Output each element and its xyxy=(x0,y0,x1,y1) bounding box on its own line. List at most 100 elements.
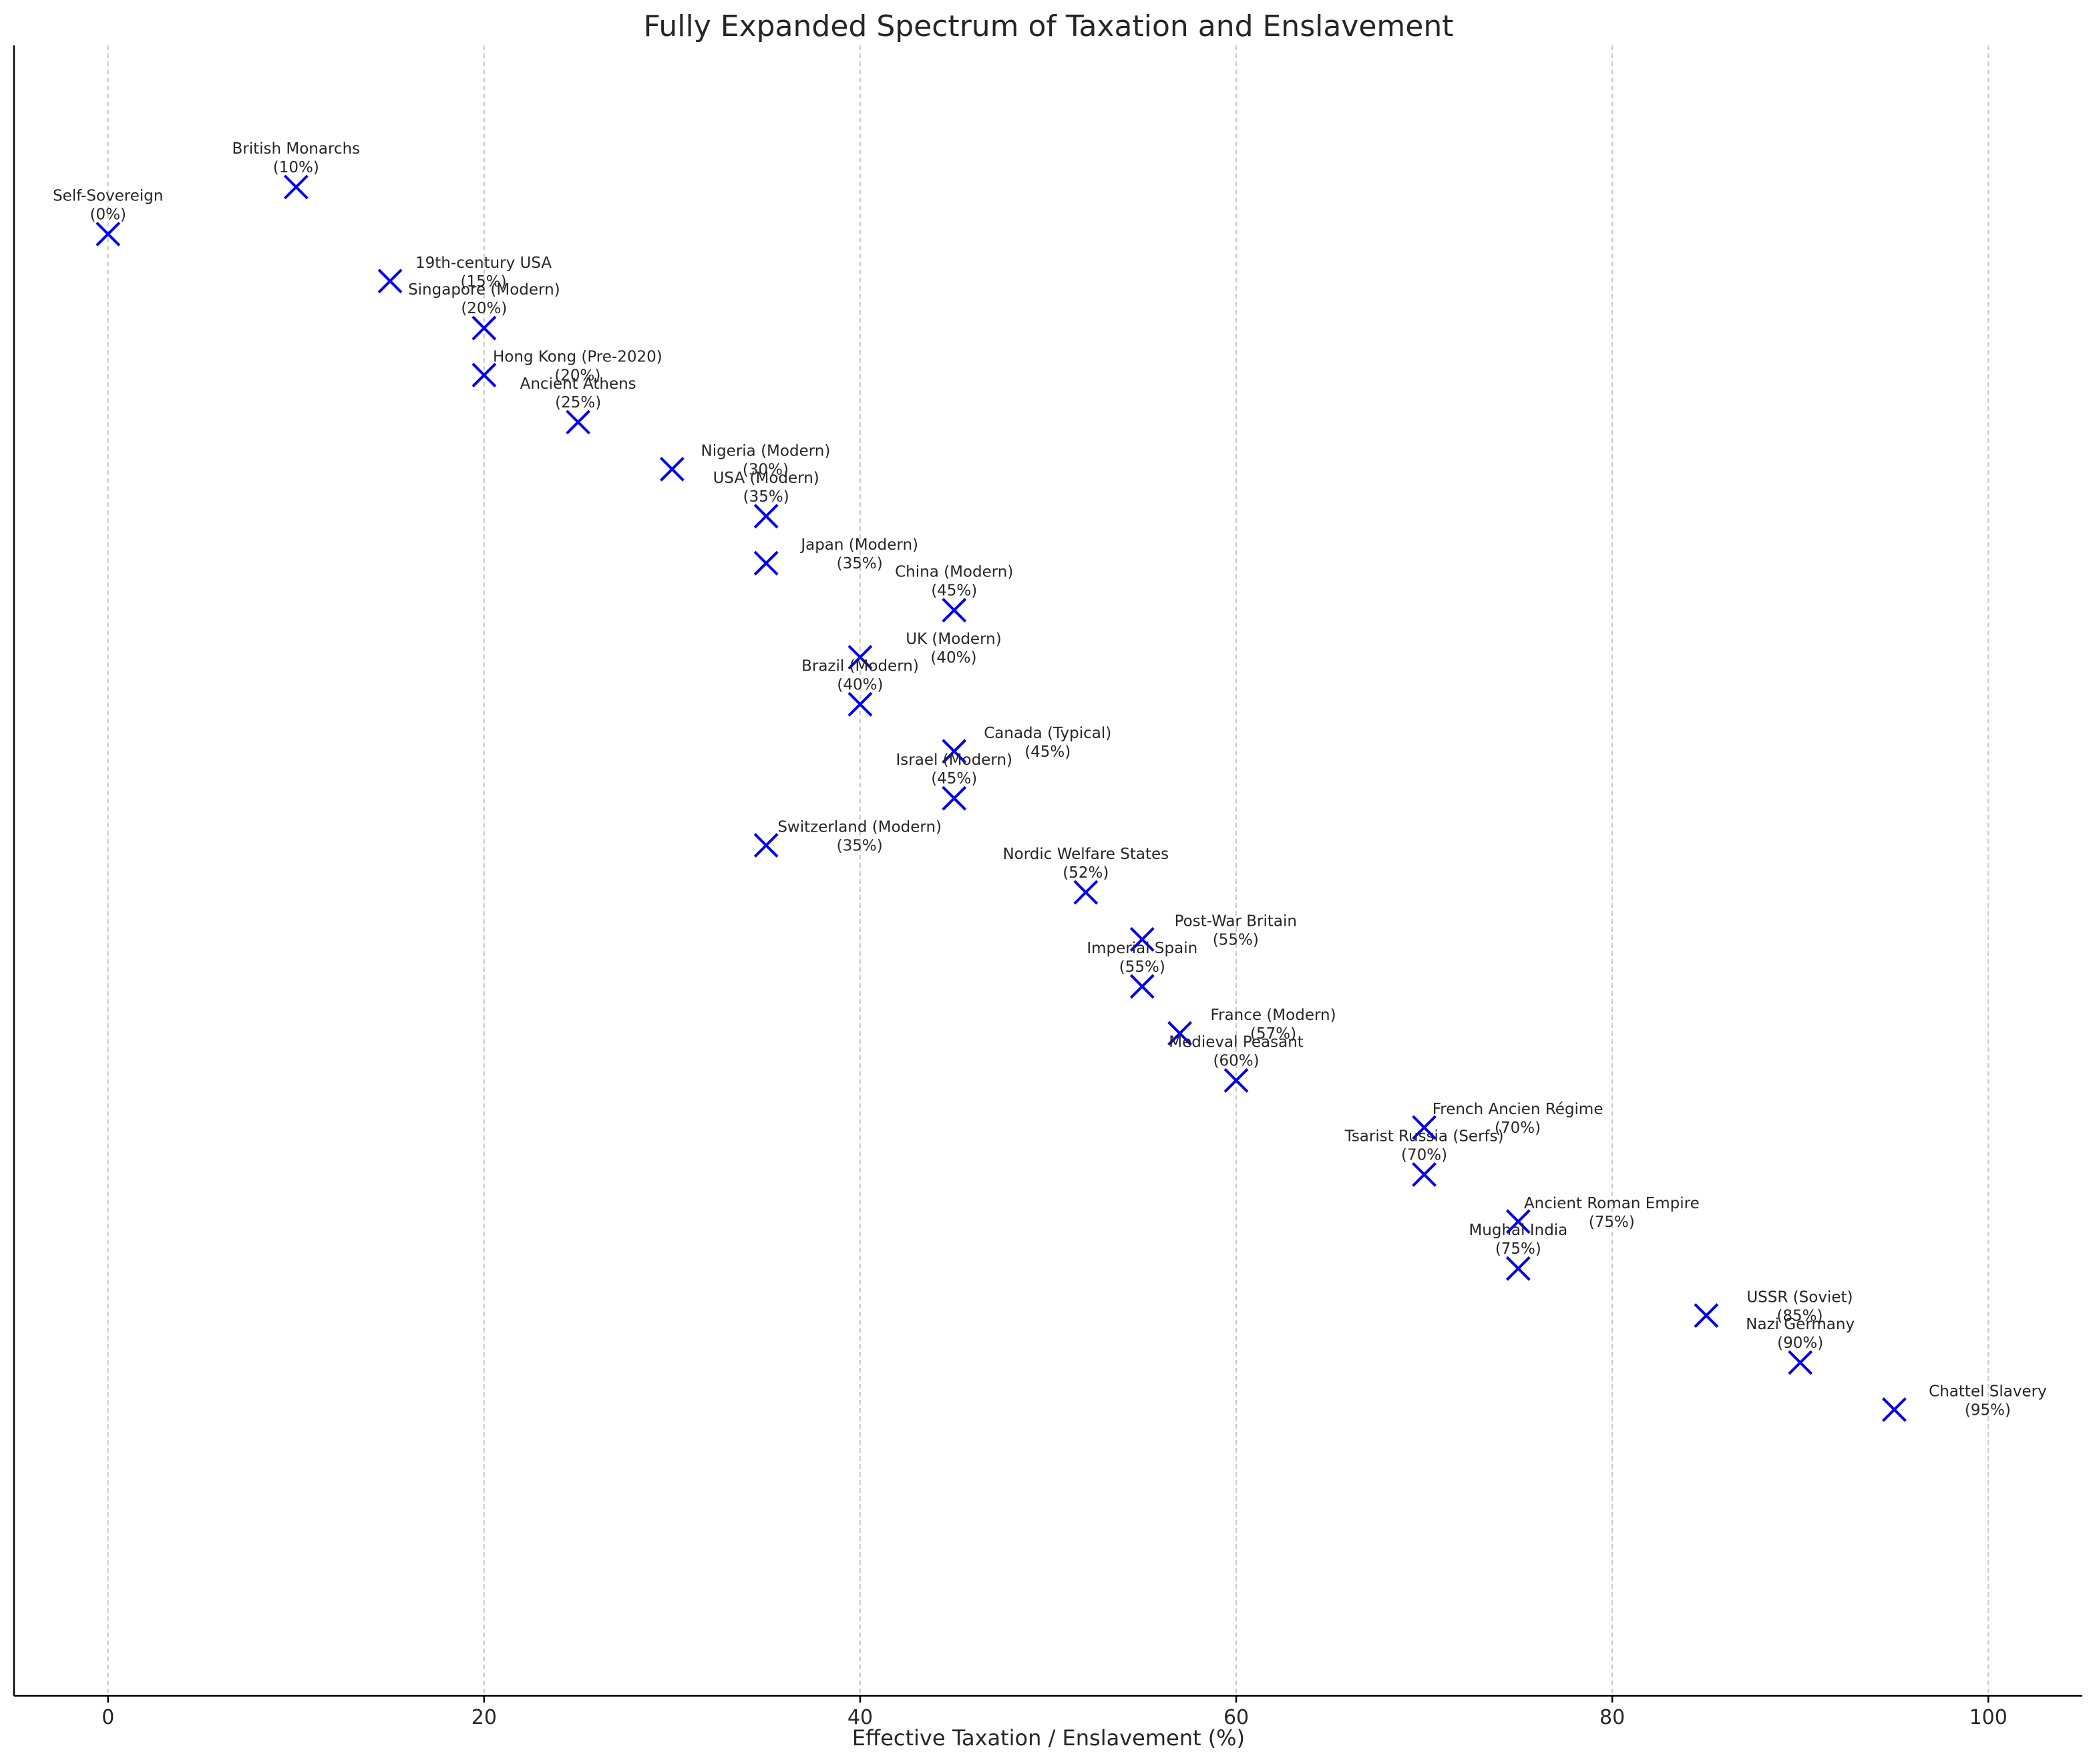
point-percent-label: (35%) xyxy=(837,555,883,572)
point-percent-label: (20%) xyxy=(461,300,507,317)
point-label: Israel (Modern) xyxy=(896,751,1012,769)
data-point-marker xyxy=(377,269,403,294)
marker-stroke xyxy=(1073,880,1099,905)
point-percent-label: (95%) xyxy=(1965,1401,2011,1419)
point-label: Tsarist Russia (Serfs) xyxy=(1344,1127,1504,1145)
point-percent-label: (25%) xyxy=(555,394,601,411)
point-percent-label: (15%) xyxy=(461,273,507,291)
chart-title: Fully Expanded Spectrum of Taxation and … xyxy=(644,9,1454,43)
point-label: Nigeria (Modern) xyxy=(701,442,830,460)
x-tick-label: 100 xyxy=(1969,1706,2008,1729)
data-point-marker xyxy=(1412,1162,1437,1187)
point-label: Singapore (Modern) xyxy=(408,281,560,299)
marker-stroke xyxy=(1505,1209,1531,1234)
data-point-marker xyxy=(1882,1397,1907,1422)
data-point-marker xyxy=(1223,1068,1249,1093)
point-percent-label: (45%) xyxy=(931,582,977,600)
data-point-marker xyxy=(847,691,873,717)
point-label: Hong Kong (Pre-2020) xyxy=(493,349,662,366)
marker-stroke xyxy=(753,833,779,858)
point-percent-label: (70%) xyxy=(1401,1146,1447,1164)
point-label: Switzerland (Modern) xyxy=(777,819,942,836)
point-label: China (Modern) xyxy=(895,564,1013,581)
point-label: Ancient Roman Empire xyxy=(1524,1195,1700,1212)
data-point-marker xyxy=(942,739,967,764)
point-label: UK (Modern) xyxy=(906,631,1001,648)
point-percent-label: (75%) xyxy=(1495,1240,1541,1258)
marker-stroke xyxy=(566,409,591,435)
point-percent-label: (10%) xyxy=(273,159,319,176)
data-point-marker xyxy=(1129,974,1155,999)
data-point-marker xyxy=(1694,1303,1719,1329)
marker-stroke xyxy=(1167,1021,1192,1046)
data-point-marker xyxy=(1073,880,1099,905)
data-point-marker xyxy=(753,504,779,529)
marker-stroke xyxy=(1412,1162,1437,1187)
point-label: Imperial Spain xyxy=(1087,940,1197,957)
point-percent-label: (90%) xyxy=(1777,1335,1823,1352)
marker-stroke xyxy=(847,645,873,670)
point-label: USA (Modern) xyxy=(713,470,819,487)
point-label: British Monarchs xyxy=(232,140,360,158)
marker-stroke xyxy=(942,598,967,623)
data-point-marker xyxy=(942,598,967,623)
point-label: Medieval Peasant xyxy=(1169,1034,1304,1051)
point-percent-label: (45%) xyxy=(931,770,977,787)
point-percent-label: (0%) xyxy=(90,206,126,223)
point-percent-label: (35%) xyxy=(743,488,789,506)
data-point-marker xyxy=(659,456,685,482)
data-point-marker xyxy=(96,221,121,246)
point-label: 19th-century USA xyxy=(415,254,552,272)
point-percent-label: (40%) xyxy=(837,676,883,693)
marker-stroke xyxy=(753,504,779,529)
marker-stroke xyxy=(1505,1256,1531,1281)
marker-stroke xyxy=(471,363,497,388)
data-point-marker xyxy=(566,409,591,435)
data-point-marker xyxy=(847,645,873,670)
point-label: USSR (Soviet) xyxy=(1746,1289,1853,1306)
marker-stroke xyxy=(283,174,309,200)
point-label: Nazi Germany xyxy=(1746,1316,1855,1333)
point-label: Brazil (Modern) xyxy=(801,657,919,675)
point-percent-label: (30%) xyxy=(743,461,789,478)
point-percent-label: (55%) xyxy=(1213,931,1259,948)
point-label: Post-War Britain xyxy=(1175,912,1297,930)
point-label: Japan (Modern) xyxy=(799,536,918,554)
point-percent-label: (57%) xyxy=(1250,1025,1296,1043)
data-point-marker xyxy=(753,833,779,858)
data-point-marker xyxy=(471,363,497,388)
point-label: France (Modern) xyxy=(1211,1007,1336,1024)
point-label: Canada (Typical) xyxy=(984,725,1111,742)
point-annotations: Self-Sovereign (0%) British Monarchs(10%) 1… xyxy=(53,140,2047,1419)
data-point-marker xyxy=(1129,926,1155,952)
point-percent-label: (70%) xyxy=(1495,1119,1541,1137)
x-tick-label: 40 xyxy=(847,1706,873,1729)
point-label: Mughal India xyxy=(1469,1222,1567,1239)
marker-stroke xyxy=(942,785,967,811)
x-tick-label: 20 xyxy=(471,1706,497,1729)
data-point-marker xyxy=(283,174,309,200)
point-label: Ancient Athens xyxy=(520,375,636,393)
data-point-marker xyxy=(471,315,497,341)
marker-stroke xyxy=(1129,974,1155,999)
data-point-marker xyxy=(1788,1350,1813,1375)
x-axis-ticks: 0 20 40 60 80 100 xyxy=(102,1696,2008,1729)
x-tick-label: 60 xyxy=(1223,1706,1249,1729)
data-point-marker xyxy=(1505,1256,1531,1281)
point-label: French Ancien Régime xyxy=(1433,1101,1603,1118)
marker-stroke xyxy=(1788,1350,1813,1375)
point-label: Self-Sovereign xyxy=(53,187,163,204)
point-percent-label: (45%) xyxy=(1024,743,1071,761)
marker-stroke xyxy=(753,550,779,576)
data-point-marker xyxy=(942,785,967,811)
marker-stroke xyxy=(942,739,967,764)
data-markers xyxy=(96,174,1907,1422)
x-tick-label: 80 xyxy=(1599,1706,1625,1729)
point-percent-label: (52%) xyxy=(1063,864,1109,882)
marker-stroke xyxy=(96,221,121,246)
point-percent-label: (35%) xyxy=(837,838,883,855)
marker-stroke xyxy=(1882,1397,1907,1422)
point-percent-label: (20%) xyxy=(554,367,600,385)
marker-stroke xyxy=(1129,926,1155,952)
